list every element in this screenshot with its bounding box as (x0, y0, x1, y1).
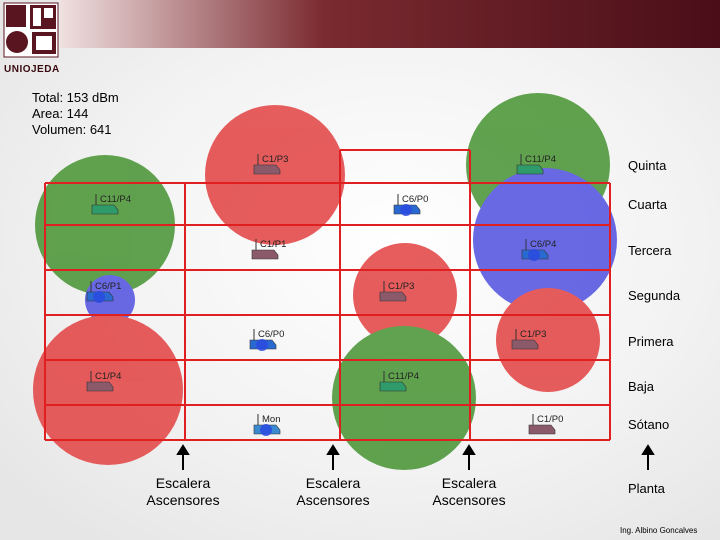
access-point-label: C6/P0 (402, 194, 428, 205)
access-point-label: C6/P1 (95, 281, 121, 292)
stat-area: Area: 144 (32, 106, 89, 121)
access-point-node: C1/P0 (528, 414, 563, 435)
access-point-label: C11/P4 (100, 194, 131, 205)
university-logo (3, 2, 59, 58)
floor-label-baja: Baja (628, 379, 655, 394)
device-dot-icon (528, 249, 540, 261)
access-point-label: C1/P3 (520, 329, 546, 340)
stair-label-line1: Escalera (305, 475, 361, 491)
stair-label-line2: Ascensores (432, 492, 506, 508)
device-icon (379, 291, 407, 302)
device-icon (511, 339, 539, 350)
access-point-node: C6/P0 (249, 329, 284, 351)
floor-grid (44, 149, 611, 441)
coverage-circle (332, 326, 476, 470)
access-point-node: C6/P4 (521, 239, 556, 261)
coverage-circle (205, 105, 345, 245)
access-point-label: C11/P4 (388, 371, 419, 382)
floor-label-segunda: Segunda (628, 288, 681, 303)
stair-label-line2: Ascensores (296, 492, 370, 508)
floor-label-primera: Primera (628, 334, 674, 349)
device-dot-icon (93, 291, 105, 303)
stair-label-line1: Escalera (441, 475, 497, 491)
access-point-node: C1/P3 (379, 281, 414, 302)
stat-total: Total: 153 dBm (32, 90, 119, 105)
stair-label: Escalera Ascensores (123, 475, 243, 509)
header-band (60, 0, 720, 48)
access-point-label: C11/P4 (525, 154, 556, 165)
floor-label-quinta: Quinta (628, 158, 667, 173)
access-point-label: C1/P3 (262, 154, 288, 165)
access-point-node: C11/P4 (91, 194, 131, 215)
device-icon (528, 424, 556, 435)
device-icon (253, 164, 281, 175)
device-icon (516, 164, 544, 175)
stair-label: Escalera Ascensores (409, 475, 529, 509)
access-point-label: C1/P1 (260, 239, 286, 250)
logo-text: UNIOJEDA (4, 59, 60, 77)
access-point-node: C11/P4 (516, 154, 556, 175)
floor-label-planta: Planta (628, 481, 665, 496)
access-point-node: C6/P1 (86, 281, 121, 303)
device-icon (86, 381, 114, 392)
logo-text-label: UNIOJEDA (4, 64, 60, 75)
stat-volume: Volumen: 641 (32, 122, 112, 137)
access-point-label: C1/P4 (95, 371, 121, 382)
device-icon (91, 204, 119, 215)
access-point-label: C1/P0 (537, 414, 563, 425)
coverage-circle (473, 168, 617, 312)
access-point-node: C1/P4 (86, 371, 121, 392)
floor-label-tercera: Tercera (628, 243, 672, 258)
stair-arrows (176, 444, 655, 470)
stair-label: Escalera Ascensores (273, 475, 393, 509)
stats-panel: Total: 153 dBm Area: 144 Volumen: 641 (32, 90, 119, 138)
floor-label-cuarta: Cuarta (628, 197, 668, 212)
device-dot-icon (260, 424, 272, 436)
access-point-label: C6/P4 (530, 239, 556, 250)
access-point-node: C1/P3 (511, 329, 546, 350)
access-point-node: Mon (253, 414, 280, 436)
access-point-node: C6/P0 (393, 194, 428, 216)
access-point-node: C11/P4 (379, 371, 419, 392)
access-point-node: C1/P3 (253, 154, 288, 175)
stair-label-line1: Escalera (155, 475, 211, 491)
stair-label-line2: Ascensores (146, 492, 220, 508)
device-icon (379, 381, 407, 392)
device-dot-icon (400, 204, 412, 216)
access-point-label: C6/P0 (258, 329, 284, 340)
coverage-circle (496, 288, 600, 392)
floor-label-sotano: Sótano (628, 417, 670, 432)
device-dot-icon (256, 339, 268, 351)
access-point-label: Mon (262, 414, 280, 425)
access-point-node: C1/P1 (251, 239, 286, 260)
access-point-label: C1/P3 (388, 281, 414, 292)
author-credit: Ing. Albino Goncalves (620, 526, 698, 535)
device-icon (251, 249, 279, 260)
